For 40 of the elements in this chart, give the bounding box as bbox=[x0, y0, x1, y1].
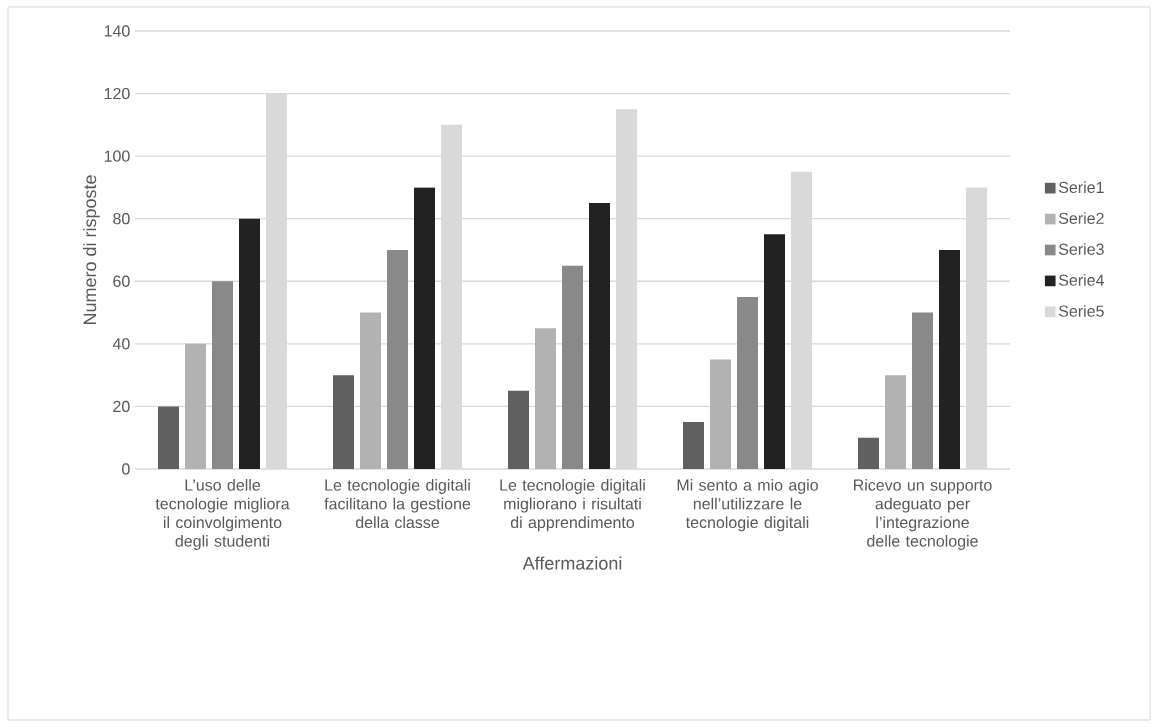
bar bbox=[360, 312, 382, 469]
bar bbox=[858, 437, 880, 469]
x-tick-label: L’uso delle tecnologie migliora il coinvolgimento degli studenti bbox=[155, 479, 290, 550]
bar bbox=[885, 375, 906, 469]
legend-label: Serie5 bbox=[1058, 305, 1104, 317]
y-tick-label: 0 bbox=[122, 463, 130, 475]
y-tick-label: 80 bbox=[113, 213, 130, 225]
legend-label: Serie2 bbox=[1058, 212, 1104, 224]
bar bbox=[535, 328, 557, 469]
bar bbox=[683, 422, 705, 469]
bar bbox=[185, 343, 207, 469]
bar bbox=[589, 203, 610, 469]
bar bbox=[912, 312, 933, 469]
legend-label: Serie1 bbox=[1058, 181, 1104, 194]
bar bbox=[333, 375, 355, 469]
bar bbox=[414, 187, 435, 469]
y-axis-title: Numero di risposte bbox=[82, 175, 100, 325]
x-tick-label: Mi sento a mio agio nell’utilizzare le tecnologie digitali bbox=[677, 479, 818, 532]
x-tick-label: Ricevo un supporto adeguato per l’integrazione delle tecnologie bbox=[854, 479, 992, 550]
x-tick-label: Le tecnologie digitali migliorano i risultati di apprendimento bbox=[500, 479, 645, 532]
bar bbox=[212, 281, 233, 469]
x-axis-title: Affermazioni bbox=[522, 556, 622, 570]
legend-label: Serie3 bbox=[1058, 243, 1104, 255]
y-tick-label: 60 bbox=[113, 275, 130, 287]
bar bbox=[239, 218, 260, 469]
bar bbox=[508, 390, 530, 469]
y-tick-label: 100 bbox=[104, 150, 130, 162]
bar bbox=[710, 359, 731, 469]
bar bbox=[939, 249, 960, 469]
y-tick-label: 40 bbox=[112, 338, 130, 350]
legend-label: Serie4 bbox=[1058, 274, 1104, 286]
y-tick-label: 20 bbox=[113, 400, 130, 413]
bar bbox=[387, 249, 408, 469]
bar bbox=[158, 406, 180, 469]
bar bbox=[764, 234, 785, 469]
bar bbox=[737, 296, 758, 469]
y-tick-label: 140 bbox=[104, 25, 130, 37]
bar bbox=[562, 265, 583, 469]
x-tick-label: Le tecnologie digitali facilitano la gestione della classe bbox=[324, 479, 471, 529]
y-tick-label: 120 bbox=[104, 87, 130, 100]
